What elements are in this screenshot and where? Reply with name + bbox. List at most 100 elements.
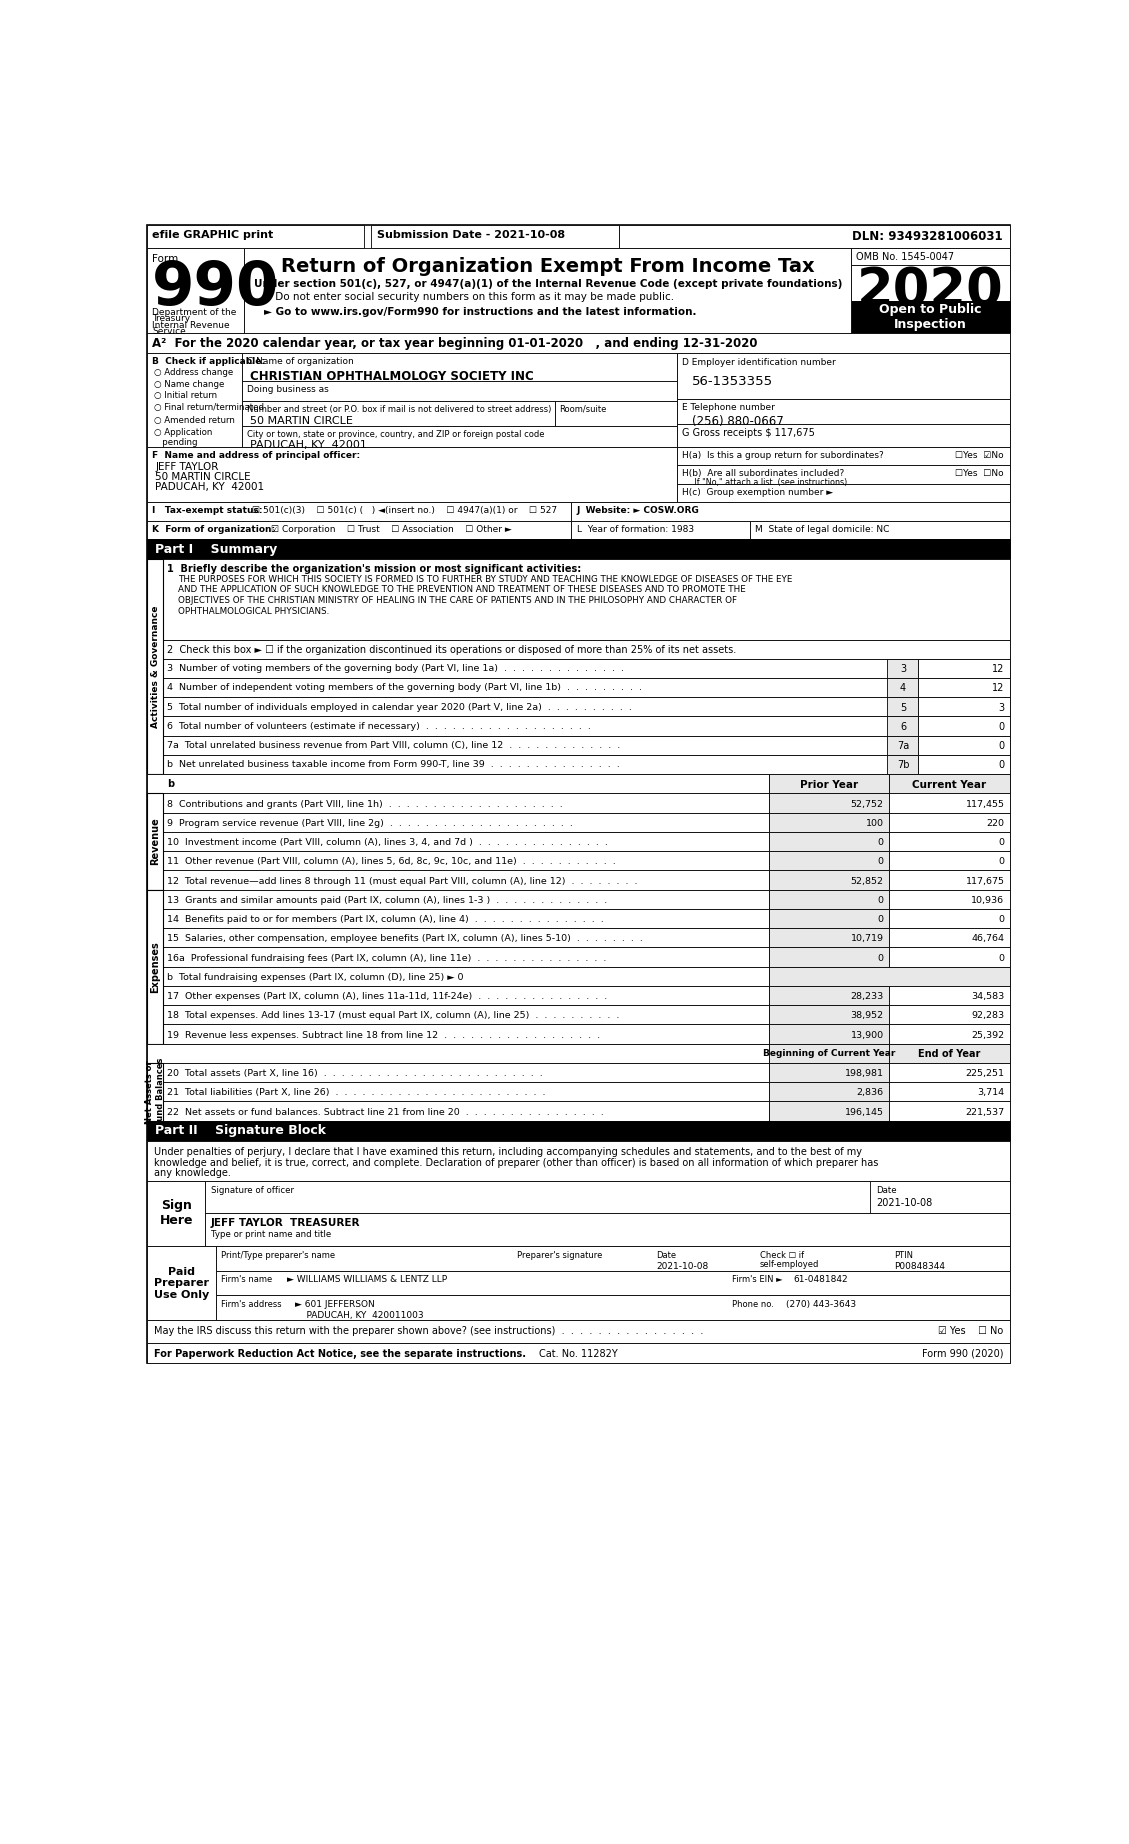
Text: PADUCAH, KY  42001: PADUCAH, KY 42001 (250, 441, 367, 450)
Text: ☐Yes  ☑No: ☐Yes ☑No (955, 450, 1004, 459)
Bar (769, 1062, 889, 1082)
Bar (887, 736, 919, 754)
Bar (769, 1101, 889, 1121)
Bar (919, 754, 1010, 774)
Bar (147, 1044, 769, 1062)
Bar (889, 1101, 1010, 1121)
Bar (147, 538, 1010, 559)
Text: E Telephone number: E Telephone number (682, 404, 774, 411)
Bar (147, 870, 769, 889)
Bar (887, 697, 919, 715)
Text: City or town, state or province, country, and ZIP or foreign postal code: City or town, state or province, country… (247, 430, 545, 439)
Bar (147, 852, 769, 870)
Text: Submission Date - 2021-10-08: Submission Date - 2021-10-08 (377, 230, 564, 240)
Text: 56-1353355: 56-1353355 (692, 374, 773, 387)
Text: Revenue: Revenue (150, 817, 160, 865)
Bar (870, 1180, 1010, 1213)
Text: 11  Other revenue (Part VIII, column (A), lines 5, 6d, 8c, 9c, 10c, and 11e)  . : 11 Other revenue (Part VIII, column (A),… (167, 857, 615, 867)
Bar (244, 249, 851, 334)
Text: 38,952: 38,952 (850, 1011, 884, 1020)
Bar (919, 715, 1010, 736)
Bar (147, 446, 676, 502)
Bar (147, 1247, 1010, 1320)
Bar (205, 1180, 1010, 1213)
Bar (676, 398, 1010, 424)
Text: 10,936: 10,936 (971, 896, 1005, 905)
Bar (147, 909, 769, 928)
Bar (887, 715, 919, 736)
Bar (769, 909, 889, 928)
Bar (147, 520, 571, 538)
Text: DLN: 93493281006031: DLN: 93493281006031 (851, 230, 1003, 243)
Text: 28,233: 28,233 (850, 992, 884, 1001)
Bar (571, 520, 750, 538)
Text: P00848344: P00848344 (894, 1261, 946, 1271)
Text: 19  Revenue less expenses. Subtract line 18 from line 12  .  .  .  .  .  .  .  .: 19 Revenue less expenses. Subtract line … (167, 1031, 599, 1040)
Text: 0: 0 (877, 857, 884, 867)
Bar (147, 928, 769, 948)
Text: 0: 0 (998, 760, 1005, 771)
Text: 225,251: 225,251 (965, 1070, 1005, 1079)
Text: efile GRAPHIC print: efile GRAPHIC print (152, 230, 273, 240)
Text: self-employed: self-employed (760, 1259, 819, 1269)
Bar (889, 948, 1010, 966)
Bar (919, 736, 1010, 754)
Text: 198,981: 198,981 (844, 1070, 884, 1079)
Bar (571, 502, 1010, 520)
Bar (147, 1342, 1010, 1363)
Text: b  Total fundraising expenses (Part IX, column (D), line 25) ► 0: b Total fundraising expenses (Part IX, c… (167, 974, 463, 981)
Bar (889, 813, 1010, 832)
Bar (889, 1082, 1010, 1101)
Text: Department of the: Department of the (152, 308, 236, 317)
Text: OMB No. 1545-0047: OMB No. 1545-0047 (857, 253, 955, 262)
Text: Open to Public
Inspection: Open to Public Inspection (879, 302, 982, 330)
Bar (216, 1247, 1010, 1271)
Text: 0: 0 (998, 837, 1005, 846)
Bar (889, 1005, 1010, 1025)
Text: Under section 501(c), 527, or 4947(a)(1) of the Internal Revenue Code (except pr: Under section 501(c), 527, or 4947(a)(1)… (254, 278, 842, 290)
Bar (242, 402, 555, 426)
Bar (147, 249, 244, 334)
Bar (147, 754, 1010, 774)
Text: ► Go to www.irs.gov/Form990 for instructions and the latest information.: ► Go to www.irs.gov/Form990 for instruct… (263, 306, 697, 317)
Text: 2021-10-08: 2021-10-08 (876, 1197, 933, 1208)
Bar (147, 640, 1010, 658)
Text: 196,145: 196,145 (844, 1108, 884, 1117)
Text: B  Check if applicable:: B Check if applicable: (152, 356, 265, 365)
Bar (147, 793, 163, 889)
Text: Firm's EIN ►: Firm's EIN ► (732, 1276, 782, 1285)
Bar (147, 736, 1010, 754)
Text: Check ☐ if: Check ☐ if (760, 1250, 804, 1259)
Text: 25,392: 25,392 (971, 1031, 1005, 1040)
Bar (147, 1141, 1010, 1180)
Bar (769, 1044, 889, 1062)
Text: 13,900: 13,900 (850, 1031, 884, 1040)
Text: 17  Other expenses (Part IX, column (A), lines 11a-11d, 11f-24e)  .  .  .  .  . : 17 Other expenses (Part IX, column (A), … (167, 992, 607, 1001)
Bar (147, 948, 769, 966)
Text: Preparer's signature: Preparer's signature (517, 1250, 603, 1259)
Text: ☑ 501(c)(3)    ☐ 501(c) (   ) ◄(insert no.)    ☐ 4947(a)(1) or    ☐ 527: ☑ 501(c)(3) ☐ 501(c) ( ) ◄(insert no.) ☐… (252, 507, 557, 514)
Text: ☐Yes  ☐No: ☐Yes ☐No (955, 468, 1004, 478)
Text: 0: 0 (877, 837, 884, 846)
Text: Under penalties of perjury, I declare that I have examined this return, includin: Under penalties of perjury, I declare th… (154, 1147, 861, 1156)
Bar (889, 1025, 1010, 1044)
Bar (769, 1005, 889, 1025)
Text: 10  Investment income (Part VIII, column (A), lines 3, 4, and 7d )  .  .  .  .  : 10 Investment income (Part VIII, column … (167, 837, 607, 846)
Text: THE PURPOSES FOR WHICH THIS SOCIETY IS FORMED IS TO FURTHER BY STUDY AND TEACHIN: THE PURPOSES FOR WHICH THIS SOCIETY IS F… (178, 575, 793, 585)
Text: ► 601 JEFFERSON: ► 601 JEFFERSON (295, 1300, 375, 1309)
Text: Current Year: Current Year (912, 780, 987, 789)
Text: Doing business as: Doing business as (247, 385, 329, 395)
Text: D Employer identification number: D Employer identification number (682, 358, 835, 367)
Text: Date: Date (656, 1250, 676, 1259)
Bar (769, 928, 889, 948)
Text: ○ Final return/terminated: ○ Final return/terminated (154, 404, 263, 411)
Text: Number and street (or P.O. box if mail is not delivered to street address): Number and street (or P.O. box if mail i… (247, 404, 552, 413)
Text: CHRISTIAN OPHTHALMOLOGY SOCIETY INC: CHRISTIAN OPHTHALMOLOGY SOCIETY INC (250, 371, 533, 384)
Text: 100: 100 (866, 819, 884, 828)
Text: AND THE APPLICATION OF SUCH KNOWLEDGE TO THE PREVENTION AND TREATMENT OF THESE D: AND THE APPLICATION OF SUCH KNOWLEDGE TO… (178, 586, 746, 594)
Bar (147, 502, 571, 520)
Bar (147, 1180, 205, 1247)
Bar (147, 813, 769, 832)
Bar (147, 1082, 769, 1101)
Text: May the IRS discuss this return with the preparer shown above? (see instructions: May the IRS discuss this return with the… (154, 1326, 703, 1337)
